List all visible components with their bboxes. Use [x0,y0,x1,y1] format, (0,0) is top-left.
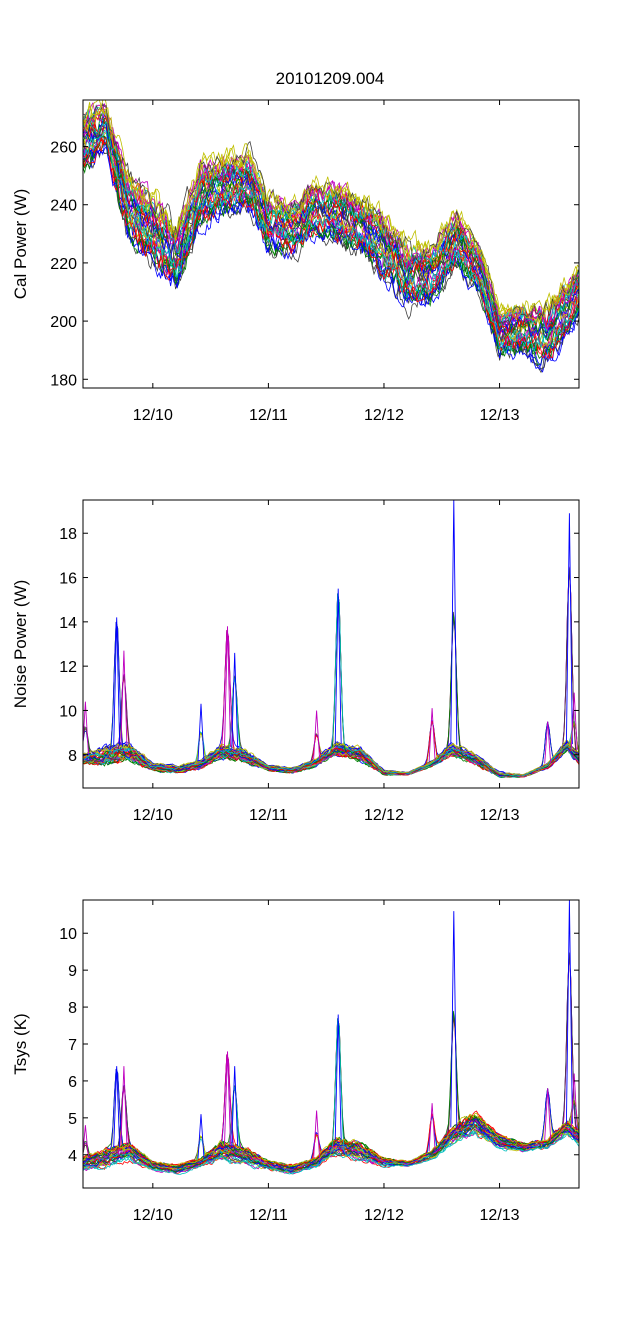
noise-power-ylabel: Noise Power (W) [11,580,30,708]
noise-power-series-line [83,677,579,777]
tsys-series-line [83,1018,579,1175]
tsys-ylabel: Tsys (K) [11,1013,30,1074]
cal-power-ytick-label: 220 [50,256,77,273]
noise-power-ticks: 8 10 12 14 16 18 12/10 12/11 12/12 12/13 [59,500,579,824]
noise-power-peak [313,710,321,760]
cal-power-series-line [83,142,579,374]
cal-power-xtick-label: 12/11 [249,407,288,424]
noise-power-ytick-label: 12 [59,659,77,676]
noise-power-series-line [83,593,579,777]
tsys-peak [428,1103,436,1152]
cal-power-xtick-label: 12/12 [364,407,404,424]
tsys-ticks: 4 5 6 7 8 9 10 12/10 12/11 12/12 12/13 [59,900,579,1224]
tsys-ytick-label: 5 [68,1111,77,1128]
noise-power-series-line [83,676,579,777]
tsys-peak [544,1088,552,1141]
figure-title: 20101209.004 [276,69,385,88]
plot-tsys: 4 5 6 7 8 9 10 12/10 12/11 12/12 12/13 Tsys (K) [11,899,580,1224]
tsys-peak [450,911,458,1128]
tsys-peak [113,1066,121,1148]
tsys-peak [565,900,573,1124]
tsys-ytick-label: 9 [68,963,77,980]
tsys-series-line [83,1097,579,1170]
noise-power-peak [120,650,128,745]
noise-power-axes-frame [82,499,580,789]
noise-power-xtick-label: 12/12 [364,807,404,824]
tsys-series [83,900,579,1175]
cal-power-axes-frame [82,99,580,389]
noise-power-series-line [83,720,579,777]
cal-power-ytick-label: 240 [50,198,77,215]
tsys-peak [224,1051,231,1145]
cal-power-ticks: 180 200 220 240 260 12/10 12/11 12/12 12/13 [50,100,579,424]
noise-power-series [83,500,579,779]
noise-power-ytick-label: 10 [59,703,77,720]
tsys-ytick-label: 10 [59,926,77,943]
cal-power-xtick-label: 12/13 [480,407,520,424]
plot-noise-power: 8 10 12 14 16 18 12/10 12/11 12/12 12/13 Noise Po… [11,499,580,824]
tsys-peak [197,1114,205,1159]
noise-power-series-line [83,739,579,775]
tsys-ytick-label: 7 [68,1037,77,1054]
plot-cal-power: 180 200 220 240 260 12/10 12/11 12/12 12/13 Cal … [11,99,580,424]
cal-power-series-line [83,108,579,332]
noise-power-peak [570,692,578,750]
cal-power-series-line [83,107,579,326]
tsys-xtick-label: 12/11 [249,1207,288,1224]
tsys-ytick-label: 8 [68,1000,77,1017]
noise-power-peak [565,513,573,745]
tsys-xtick-label: 12/10 [133,1207,173,1224]
cal-power-ytick-label: 180 [50,372,77,389]
tsys-ytick-label: 4 [68,1148,77,1165]
cal-power-series-line [83,146,579,370]
cal-power-ytick-label: 200 [50,314,77,331]
noise-power-peak [450,500,458,745]
noise-power-peak [197,703,205,762]
noise-power-series-line [83,678,579,778]
noise-power-peak [113,617,121,746]
cal-power-series-line [83,123,579,338]
cal-power-xtick-label: 12/10 [133,407,173,424]
noise-power-ytick-label: 18 [59,526,77,543]
noise-power-xtick-label: 12/10 [133,807,173,824]
noise-power-peak [224,626,231,748]
tsys-peak [120,1066,128,1146]
noise-power-ytick-label: 8 [68,748,77,765]
tsys-series-line [83,1087,579,1173]
cal-power-series-line [83,102,579,321]
noise-power-ytick-label: 16 [59,571,77,588]
tsys-ytick-label: 6 [68,1074,77,1091]
noise-power-peak [428,708,436,762]
noise-power-ytick-label: 14 [59,615,77,632]
noise-power-series-line [83,615,579,777]
tsys-peak [231,1066,239,1146]
noise-power-xtick-label: 12/11 [249,807,288,824]
cal-power-series-line [83,117,579,342]
tsys-series-line [83,1112,579,1167]
cal-power-ytick-label: 260 [50,140,77,157]
cal-power-series-line [83,137,579,359]
tsys-peak [313,1110,321,1159]
tsys-peak [570,1073,578,1129]
tsys-xtick-label: 12/12 [364,1207,404,1224]
tsys-series-line [83,1099,579,1172]
cal-power-ylabel: Cal Power (W) [11,189,30,300]
tsys-series-line [83,1097,579,1170]
noise-power-peak [334,588,342,745]
cal-power-series [83,100,579,374]
noise-power-peak [544,721,552,764]
tsys-series-line [83,952,579,1168]
cal-power-series-line [83,135,579,359]
noise-power-series-line [83,675,579,776]
tsys-peak [334,1014,342,1141]
cal-power-series-line [83,129,579,353]
noise-power-xtick-label: 12/13 [480,807,520,824]
tsys-xtick-label: 12/13 [480,1207,520,1224]
noise-power-peak [231,652,239,749]
